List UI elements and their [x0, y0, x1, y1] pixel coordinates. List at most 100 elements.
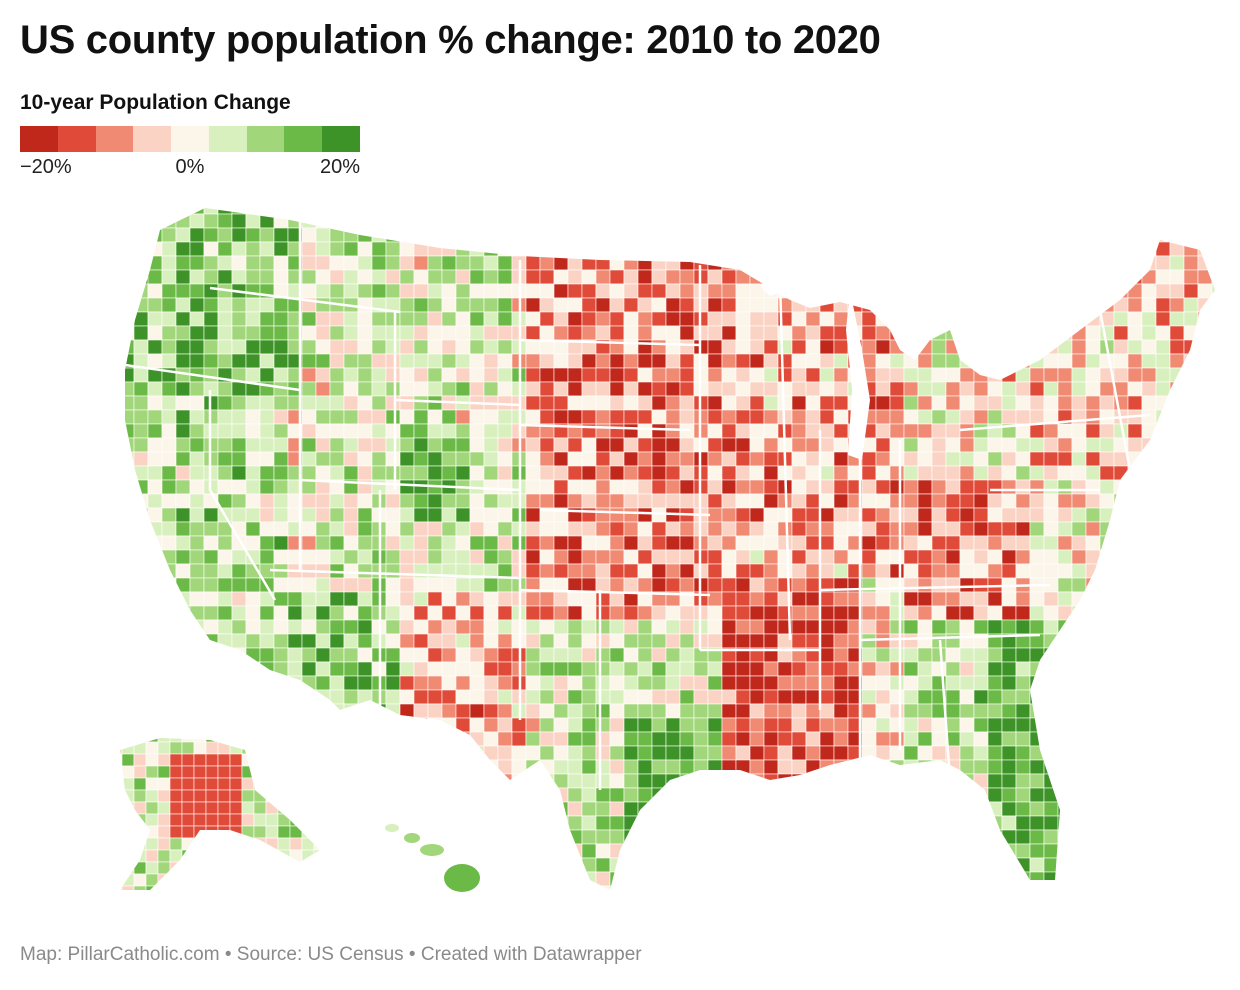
county-cell — [903, 465, 919, 481]
county-cell — [1099, 269, 1115, 285]
county-cell — [735, 689, 751, 705]
county-cell — [791, 423, 807, 439]
county-cell — [917, 451, 933, 467]
county-cell — [399, 535, 415, 551]
county-cell — [525, 871, 541, 887]
county-cell — [749, 689, 765, 705]
county-cell — [259, 208, 275, 215]
county-cell — [567, 353, 583, 369]
county-cell — [1057, 801, 1073, 817]
county-cell — [469, 451, 485, 467]
county-cell — [413, 269, 429, 285]
county-cell — [357, 605, 373, 621]
county-cell — [315, 353, 331, 369]
county-cell — [161, 605, 177, 621]
county-cell — [1127, 227, 1143, 243]
county-cell — [917, 703, 933, 719]
county-cell — [1197, 563, 1213, 579]
county-cell — [343, 507, 359, 523]
borough-cell — [193, 825, 207, 839]
county-cell — [889, 885, 905, 890]
county-cell — [861, 731, 877, 747]
county-cell — [875, 563, 891, 579]
county-cell — [175, 703, 191, 719]
county-cell — [497, 353, 513, 369]
county-cell — [469, 213, 485, 229]
borough-cell — [133, 801, 147, 815]
county-cell — [889, 535, 905, 551]
county-cell — [651, 208, 667, 215]
county-cell — [917, 479, 933, 495]
county-cell — [581, 745, 597, 761]
county-cell — [483, 675, 499, 691]
county-cell — [875, 297, 891, 313]
county-cell — [903, 717, 919, 733]
county-cell — [945, 577, 961, 593]
county-cell — [553, 465, 569, 481]
county-cell — [875, 549, 891, 565]
county-cell — [175, 563, 191, 579]
county-cell — [609, 619, 625, 635]
county-cell — [973, 451, 989, 467]
county-cell — [875, 787, 891, 803]
county-cell — [763, 731, 779, 747]
county-cell — [231, 269, 247, 285]
county-cell — [987, 367, 1003, 383]
county-cell — [637, 633, 653, 649]
county-cell — [637, 479, 653, 495]
county-cell — [385, 241, 401, 257]
county-cell — [665, 381, 681, 397]
county-cell — [903, 885, 919, 890]
county-cell — [1169, 633, 1185, 649]
county-cell — [735, 227, 751, 243]
county-cell — [735, 493, 751, 509]
county-cell — [455, 507, 471, 523]
county-cell — [455, 731, 471, 747]
borough-cell — [121, 837, 135, 851]
county-cell — [1029, 353, 1045, 369]
county-cell — [945, 647, 961, 663]
county-cell — [273, 871, 289, 887]
county-cell — [805, 521, 821, 537]
county-cell — [553, 787, 569, 803]
county-cell — [483, 507, 499, 523]
county-cell — [1113, 773, 1129, 789]
county-cell — [707, 297, 723, 313]
borough-cell — [229, 825, 243, 839]
county-cell — [413, 339, 429, 355]
county-cell — [861, 605, 877, 621]
county-cell — [147, 591, 163, 607]
borough-cell — [169, 741, 183, 755]
borough-cell — [277, 801, 291, 815]
county-cell — [371, 465, 387, 481]
county-cell — [539, 451, 555, 467]
county-cell — [1085, 283, 1101, 299]
county-cell — [189, 563, 205, 579]
county-cell — [1155, 208, 1171, 215]
county-cell — [259, 297, 275, 313]
county-cell — [301, 605, 317, 621]
county-cell — [441, 787, 457, 803]
county-cell — [441, 759, 457, 775]
county-cell — [175, 465, 191, 481]
county-cell — [651, 353, 667, 369]
county-cell — [581, 437, 597, 453]
borough-cell — [313, 765, 320, 779]
borough-cell — [254, 898, 266, 910]
county-cell — [679, 787, 695, 803]
county-cell — [1155, 605, 1171, 621]
county-cell — [413, 801, 429, 817]
county-cell — [1057, 731, 1073, 747]
county-cell — [1155, 885, 1171, 890]
county-cell — [721, 451, 737, 467]
county-cell — [637, 395, 653, 411]
county-cell — [399, 353, 415, 369]
county-cell — [735, 521, 751, 537]
county-cell — [1113, 563, 1129, 579]
county-cell — [161, 563, 177, 579]
county-cell — [469, 703, 485, 719]
county-cell — [721, 241, 737, 257]
county-cell — [791, 311, 807, 327]
county-cell — [735, 437, 751, 453]
county-cell — [791, 843, 807, 859]
